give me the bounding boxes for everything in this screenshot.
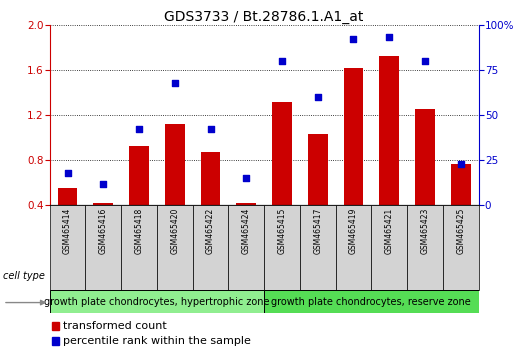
- FancyBboxPatch shape: [443, 205, 479, 290]
- FancyBboxPatch shape: [264, 290, 479, 313]
- Bar: [415, 109, 435, 205]
- Text: GSM465423: GSM465423: [420, 208, 429, 254]
- Text: transformed count: transformed count: [63, 321, 166, 331]
- Text: cell type: cell type: [3, 272, 45, 281]
- Point: [99, 181, 108, 187]
- Point: [385, 35, 393, 40]
- FancyBboxPatch shape: [300, 205, 336, 290]
- Point: [313, 94, 322, 100]
- Text: GSM465414: GSM465414: [63, 208, 72, 254]
- Point: [170, 80, 179, 85]
- Text: GSM465419: GSM465419: [349, 208, 358, 254]
- Text: GSM465418: GSM465418: [134, 208, 143, 254]
- Point: [457, 161, 465, 167]
- Text: percentile rank within the sample: percentile rank within the sample: [63, 336, 251, 346]
- Bar: [165, 124, 185, 205]
- Bar: [52, 322, 59, 330]
- Text: GSM465417: GSM465417: [313, 208, 322, 254]
- Bar: [58, 188, 77, 205]
- FancyBboxPatch shape: [229, 205, 264, 290]
- Text: GSM465416: GSM465416: [99, 208, 108, 254]
- Bar: [129, 145, 149, 205]
- Text: GSM465421: GSM465421: [385, 208, 394, 254]
- Text: GSM465422: GSM465422: [206, 208, 215, 254]
- Point: [420, 58, 429, 64]
- FancyBboxPatch shape: [121, 205, 157, 290]
- Bar: [236, 203, 256, 205]
- FancyBboxPatch shape: [336, 205, 371, 290]
- Text: growth plate chondrocytes, reserve zone: growth plate chondrocytes, reserve zone: [271, 297, 471, 307]
- Point: [349, 36, 358, 42]
- Bar: [272, 102, 292, 205]
- Bar: [52, 337, 59, 346]
- Bar: [308, 134, 327, 205]
- FancyBboxPatch shape: [371, 205, 407, 290]
- Point: [278, 58, 286, 64]
- Bar: [94, 203, 113, 205]
- Point: [242, 176, 251, 181]
- FancyBboxPatch shape: [85, 205, 121, 290]
- FancyBboxPatch shape: [50, 290, 264, 313]
- Text: GSM465415: GSM465415: [278, 208, 287, 254]
- Text: GSM465425: GSM465425: [456, 208, 465, 254]
- Bar: [451, 164, 471, 205]
- Point: [206, 127, 214, 132]
- Bar: [201, 152, 220, 205]
- FancyBboxPatch shape: [264, 205, 300, 290]
- Bar: [379, 56, 399, 205]
- Text: GSM465424: GSM465424: [242, 208, 251, 254]
- Text: growth plate chondrocytes, hypertrophic zone: growth plate chondrocytes, hypertrophic …: [44, 297, 270, 307]
- Title: GDS3733 / Bt.28786.1.A1_at: GDS3733 / Bt.28786.1.A1_at: [164, 10, 364, 24]
- FancyBboxPatch shape: [50, 205, 85, 290]
- FancyBboxPatch shape: [157, 205, 192, 290]
- Point: [135, 127, 143, 132]
- Bar: [344, 68, 363, 205]
- FancyBboxPatch shape: [407, 205, 443, 290]
- Point: [63, 170, 72, 176]
- FancyBboxPatch shape: [192, 205, 229, 290]
- Text: GSM465420: GSM465420: [170, 208, 179, 254]
